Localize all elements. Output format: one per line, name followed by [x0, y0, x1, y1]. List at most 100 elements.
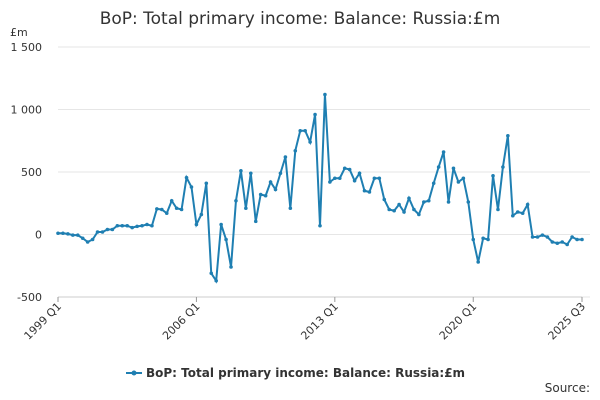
- point: [496, 207, 500, 212]
- point: [189, 185, 194, 189]
- point: [510, 213, 515, 218]
- y-tick-label: 500: [21, 166, 42, 179]
- point: [545, 235, 550, 239]
- point: [90, 237, 95, 242]
- point: [179, 207, 184, 212]
- point: [100, 230, 105, 234]
- point: [441, 150, 446, 154]
- point: [125, 223, 130, 228]
- point: [155, 207, 159, 211]
- point: [446, 200, 451, 204]
- point: [61, 231, 65, 236]
- point: [560, 240, 565, 244]
- point: [422, 200, 426, 204]
- point: [565, 242, 569, 247]
- point: [293, 148, 298, 153]
- point: [214, 278, 218, 283]
- y-tick-label: 1 000: [11, 104, 43, 117]
- point: [387, 207, 392, 212]
- point: [481, 236, 485, 241]
- point: [382, 197, 387, 202]
- point: [491, 173, 495, 178]
- point: [323, 92, 327, 97]
- legend-marker: [131, 370, 137, 376]
- point: [501, 165, 505, 169]
- point: [328, 180, 332, 184]
- point: [273, 187, 278, 192]
- point: [417, 212, 421, 217]
- point: [120, 223, 125, 228]
- point: [150, 223, 154, 228]
- point: [164, 211, 169, 216]
- point: [407, 196, 411, 201]
- point: [486, 237, 490, 242]
- point: [224, 237, 228, 242]
- point: [199, 212, 204, 217]
- point: [347, 167, 352, 172]
- point: [160, 207, 164, 212]
- chart-title: BoP: Total primary income: Balance: Russ…: [100, 9, 501, 29]
- point: [318, 223, 322, 228]
- y-tick-label: 0: [35, 229, 42, 242]
- point: [357, 171, 362, 176]
- point: [456, 180, 461, 184]
- point: [219, 222, 223, 227]
- point: [248, 171, 253, 176]
- point: [377, 176, 382, 181]
- point: [85, 240, 90, 244]
- point: [239, 168, 243, 173]
- point: [105, 227, 110, 232]
- point: [110, 227, 115, 232]
- point: [550, 240, 555, 244]
- point: [268, 180, 273, 184]
- point: [530, 235, 535, 239]
- x-tick-label: 1999 Q1: [22, 300, 65, 343]
- point: [184, 175, 189, 180]
- point: [342, 166, 347, 171]
- x-tick-label: 2013 Q1: [298, 300, 341, 343]
- point: [204, 181, 209, 186]
- point: [515, 210, 520, 214]
- point: [283, 155, 288, 159]
- point: [392, 208, 396, 213]
- point: [253, 219, 258, 224]
- point: [337, 176, 342, 181]
- point: [135, 224, 139, 229]
- point: [540, 233, 545, 237]
- point: [308, 140, 312, 144]
- y-unit: £m: [10, 26, 28, 39]
- point: [570, 235, 574, 239]
- point: [298, 128, 303, 133]
- source: Source:: [545, 381, 590, 395]
- point: [66, 232, 70, 236]
- point: [209, 271, 214, 276]
- point: [506, 133, 510, 138]
- point: [525, 202, 530, 207]
- point: [451, 166, 456, 171]
- point: [426, 198, 431, 203]
- point: [461, 176, 466, 181]
- point: [575, 237, 579, 242]
- point: [95, 230, 100, 234]
- point: [140, 223, 144, 228]
- legend-label: BoP: Total primary income: Balance: Russ…: [146, 366, 465, 380]
- point: [263, 193, 268, 198]
- point: [402, 210, 406, 214]
- point: [303, 128, 307, 133]
- point: [397, 202, 401, 207]
- point: [476, 260, 480, 264]
- point: [580, 237, 584, 242]
- point: [362, 188, 367, 193]
- point: [229, 265, 233, 269]
- x-tick-label: 2006 Q1: [160, 300, 203, 343]
- point: [412, 207, 416, 212]
- point: [115, 223, 120, 228]
- series-line: [58, 94, 582, 284]
- point: [436, 165, 441, 169]
- point: [352, 178, 357, 183]
- point: [372, 176, 377, 181]
- point: [80, 236, 85, 241]
- point: [520, 211, 525, 216]
- point: [367, 190, 372, 194]
